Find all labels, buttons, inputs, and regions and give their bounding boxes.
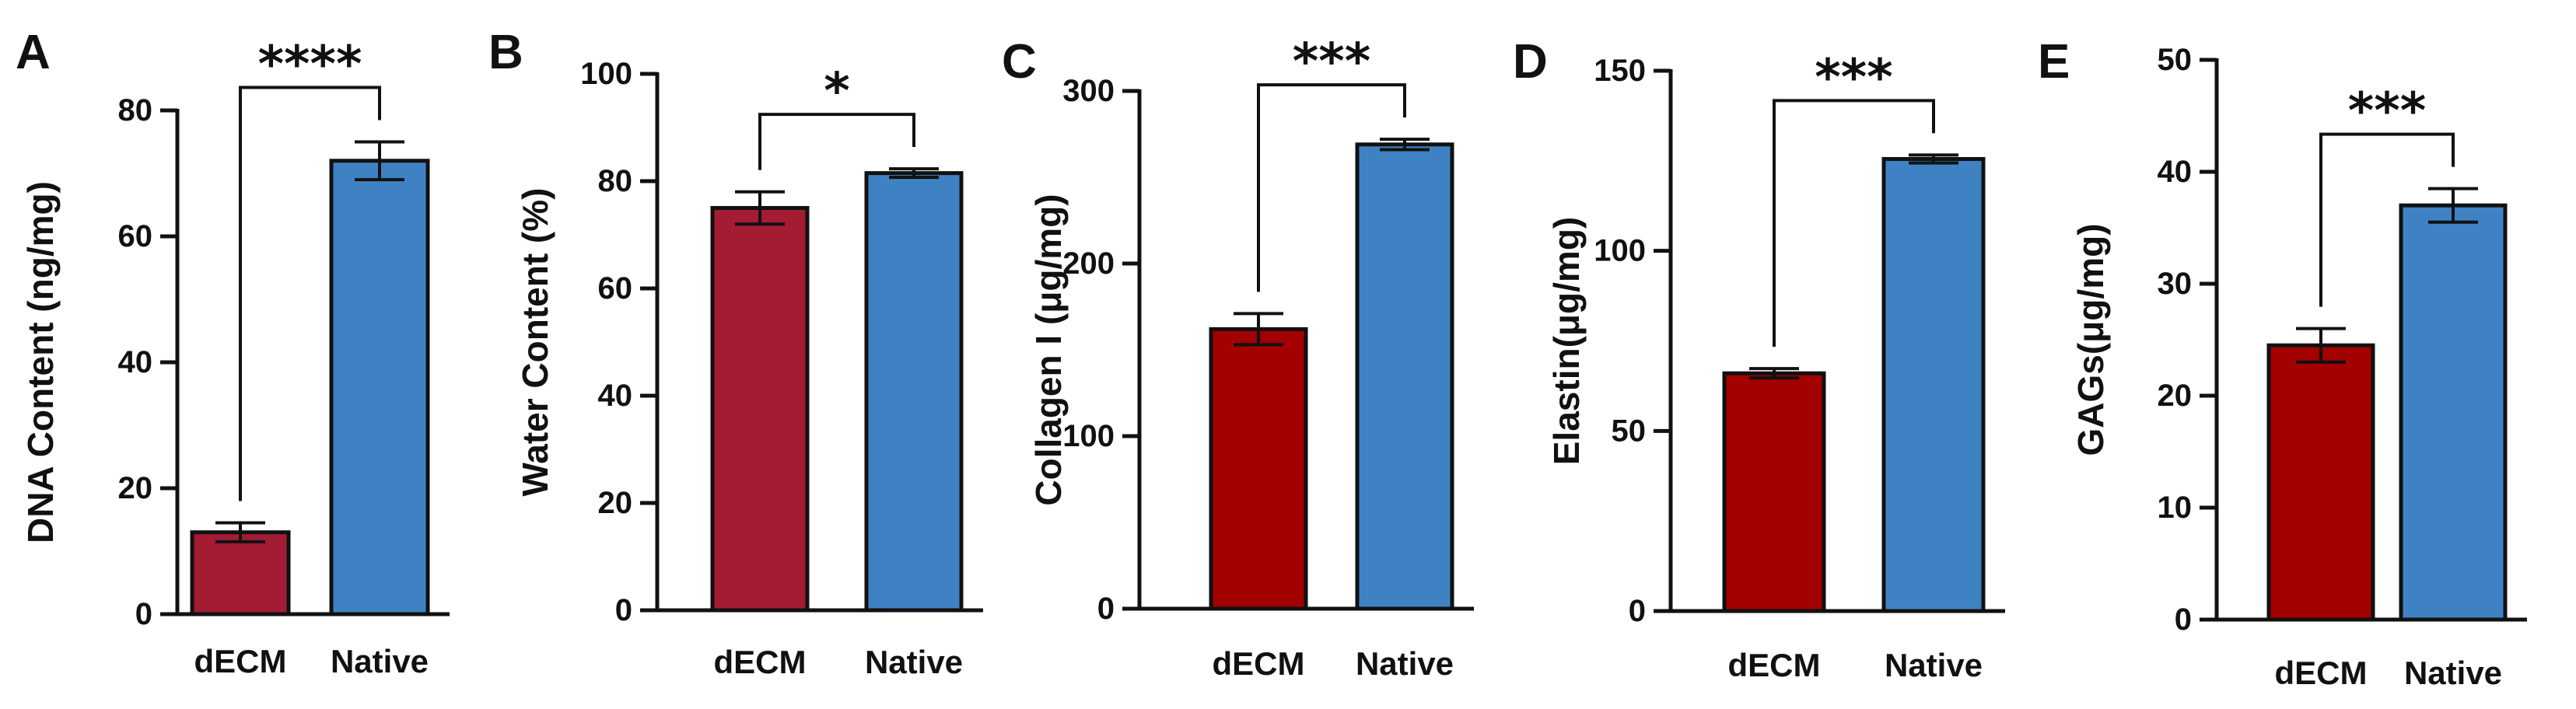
- y-tick-label: 10: [2158, 491, 2193, 525]
- x-category-label: Native: [865, 644, 963, 680]
- panel-letter: B: [488, 26, 523, 79]
- significance-bracket: [1257, 83, 1406, 292]
- bar-native: [329, 159, 430, 616]
- y-tick-label: 20: [118, 471, 153, 505]
- y-axis-label: Water Content (%): [515, 188, 555, 497]
- y-tick-label: 100: [1594, 234, 1646, 268]
- y-tick-label: 300: [1062, 74, 1115, 108]
- y-tick-label: 40: [2158, 155, 2193, 189]
- significance-label: ***: [1293, 33, 1370, 91]
- significance-bracket: [758, 113, 915, 170]
- y-tick-label: 30: [2158, 267, 2193, 301]
- panel-b: B Water Content (%) 0 20 40 60 80 100 dECM Native…: [488, 26, 983, 680]
- y-tick-label: 0: [135, 597, 152, 631]
- panel-d: D Elastin(μg/mg) 0 50 100 150 dECM Native ***: [1513, 35, 2005, 683]
- y-tick-label: 0: [1097, 592, 1115, 626]
- bar-decm: [1722, 371, 1826, 613]
- bar-native: [864, 171, 964, 613]
- panel-c: C Collagen I (μg/mg) 0 100 200 300 dECM Native *…: [1002, 33, 1474, 682]
- y-tick-label: 50: [1612, 414, 1647, 448]
- y-tick-label: 100: [1062, 419, 1115, 453]
- y-axis-label: GAGs(μg/mg): [2070, 223, 2111, 456]
- bar-decm: [710, 206, 810, 613]
- y-tick-label: 0: [2175, 602, 2192, 637]
- panel-a: A DNA Content (ng/mg) 0 20 40 60 80 dECM Native *…: [16, 26, 450, 679]
- significance-bracket: [239, 86, 381, 501]
- bar-decm: [190, 530, 291, 616]
- y-axis-label: Collagen I (μg/mg): [1028, 194, 1069, 505]
- y-tick-label: 0: [1629, 594, 1646, 628]
- significance-label: ***: [2348, 83, 2426, 141]
- x-category-label: dECM: [194, 643, 287, 679]
- x-category-label: dECM: [1728, 647, 1821, 683]
- bar-decm: [1209, 327, 1308, 611]
- y-tick-label: 50: [2158, 43, 2193, 77]
- panel-letter: D: [1513, 35, 1548, 89]
- bar-native: [1355, 142, 1454, 611]
- y-axis-label: DNA Content (ng/mg): [20, 181, 61, 543]
- x-category-label: Native: [331, 643, 429, 679]
- significance-bracket: [1773, 99, 1935, 348]
- x-category-label: dECM: [1213, 645, 1305, 682]
- y-tick-label: 60: [598, 271, 633, 306]
- y-tick-label: 100: [580, 57, 632, 91]
- panel-letter: E: [2038, 35, 2070, 89]
- significance-bracket: [2319, 132, 2455, 307]
- panel-e: E GAGs(μg/mg) 0 10 20 30 40 50 dECM Native ***: [2038, 35, 2527, 691]
- panel-letter: C: [1002, 35, 1037, 89]
- y-axis-label: Elastin(μg/mg): [1546, 217, 1587, 465]
- bar-decm: [2266, 343, 2375, 622]
- panel-letter: A: [16, 26, 51, 79]
- bar-native: [2399, 203, 2508, 622]
- x-category-label: Native: [2404, 655, 2502, 691]
- bar-native: [1881, 157, 1986, 613]
- y-tick-label: 20: [2158, 379, 2193, 413]
- significance-label: *: [824, 63, 849, 120]
- y-tick-label: 60: [118, 219, 153, 253]
- y-tick-label: 200: [1062, 246, 1115, 281]
- x-category-label: dECM: [714, 644, 807, 680]
- y-tick-label: 40: [598, 379, 633, 413]
- y-tick-label: 20: [598, 486, 633, 520]
- y-tick-label: 40: [118, 345, 153, 379]
- y-tick-label: 80: [118, 93, 153, 127]
- y-tick-label: 0: [615, 593, 632, 627]
- y-tick-label: 150: [1594, 54, 1646, 88]
- x-category-label: Native: [1885, 647, 1983, 683]
- x-category-label: Native: [1356, 645, 1454, 682]
- y-tick-label: 80: [598, 164, 633, 198]
- significance-label: ****: [258, 37, 362, 94]
- x-category-label: dECM: [2275, 655, 2368, 691]
- significance-label: ***: [1815, 49, 1892, 107]
